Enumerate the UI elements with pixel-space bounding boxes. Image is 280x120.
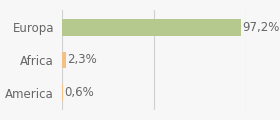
Text: 97,2%: 97,2% [243, 21, 280, 34]
Bar [62, 19, 241, 36]
Bar [62, 84, 63, 101]
Text: 2,3%: 2,3% [67, 54, 97, 66]
Bar [62, 52, 66, 68]
Text: 0,6%: 0,6% [64, 86, 94, 99]
